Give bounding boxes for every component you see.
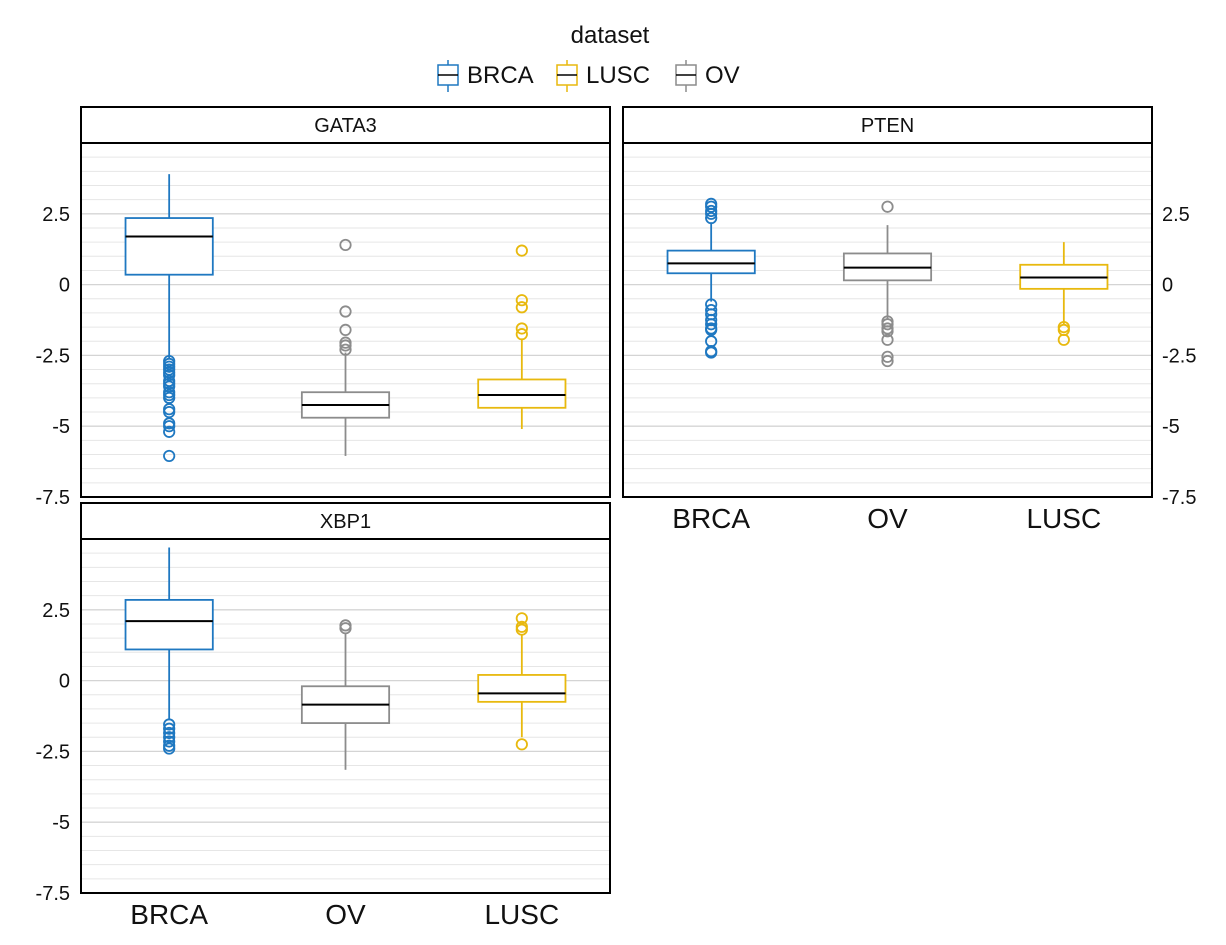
- outlier-point: [163, 380, 176, 393]
- legend-item-lusc: LUSC: [556, 60, 650, 92]
- outlier-point: [881, 350, 894, 363]
- outlier-point: [705, 318, 718, 331]
- y-tick-label: -7.5: [36, 487, 70, 509]
- panel-border: [80, 502, 611, 894]
- y-tick-label: 2.5: [42, 600, 70, 622]
- box-lusc: [477, 244, 567, 430]
- panel-xbp1: XBP1 2.5 0 -2.5 -5 -7.5 BRCA OV LUSC: [36, 502, 611, 930]
- outlier-point: [163, 731, 176, 744]
- box-lusc: [477, 612, 567, 751]
- outlier-point: [881, 325, 894, 338]
- outlier-point: [515, 301, 528, 314]
- x-tick-label: LUSC: [1026, 503, 1101, 534]
- legend-item-ov: OV: [675, 60, 740, 92]
- outlier-point: [163, 742, 176, 755]
- y-tick-label: 0: [1162, 275, 1173, 297]
- outlier-point: [339, 323, 352, 337]
- outlier-point: [163, 449, 176, 463]
- outlier-point: [515, 620, 528, 633]
- y-tick-label: -5: [1162, 416, 1180, 438]
- facet-panels: GATA3 2.5 0 -2.5 -5 -7.5 PTEN 2.5 0 -2.5 -5 -7.5 BRC…: [36, 106, 1196, 930]
- box-brca: [124, 174, 214, 463]
- outlier-point: [339, 339, 352, 352]
- y-tick-label: -7.5: [36, 883, 70, 905]
- panel-border: [80, 106, 611, 498]
- outlier-point: [339, 238, 352, 252]
- legend-item-brca: BRCA: [437, 60, 534, 92]
- outlier-point: [339, 305, 352, 318]
- box-brca: [124, 547, 214, 755]
- y-tick-label: 2.5: [1162, 204, 1190, 226]
- outlier-point: [163, 722, 176, 735]
- outlier-point: [705, 211, 718, 225]
- outlier-point: [163, 391, 176, 404]
- outlier-point: [163, 369, 176, 382]
- outlier-point: [163, 405, 176, 419]
- panel-pten: PTEN 2.5 0 -2.5 -5 -7.5 BRCA OV LUSC: [622, 106, 1196, 534]
- iqr-box: [666, 249, 756, 275]
- box-ov: [842, 200, 933, 368]
- y-tick-label: -2.5: [36, 741, 70, 763]
- outlier-point: [515, 294, 528, 307]
- outlier-point: [705, 323, 718, 337]
- box-brca: [666, 197, 756, 359]
- x-tick-label: OV: [325, 899, 366, 930]
- outlier-point: [515, 328, 528, 341]
- outlier-point: [881, 354, 894, 368]
- outlier-point: [1057, 333, 1070, 346]
- outlier-point: [339, 619, 352, 632]
- outlier-point: [705, 197, 718, 210]
- box-lusc: [1019, 242, 1109, 346]
- panel-gata3: GATA3 2.5 0 -2.5 -5 -7.5: [36, 106, 611, 509]
- outlier-point: [705, 204, 718, 218]
- outlier-point: [515, 322, 528, 335]
- outlier-point: [163, 425, 176, 438]
- y-tick-label: -5: [52, 812, 70, 834]
- legend-title: dataset: [571, 22, 650, 49]
- box-ov: [300, 238, 391, 456]
- outlier-point: [515, 244, 528, 257]
- y-tick-label: -2.5: [1162, 345, 1196, 367]
- panel-title: PTEN: [861, 115, 914, 137]
- iqr-box: [124, 217, 214, 276]
- outlier-point: [339, 343, 352, 356]
- outlier-point: [705, 346, 718, 359]
- y-tick-label: 2.5: [42, 204, 70, 226]
- y-tick-label: 0: [59, 275, 70, 297]
- x-tick-label: BRCA: [130, 899, 208, 930]
- outlier-point: [163, 420, 176, 433]
- y-tick-label: -2.5: [36, 345, 70, 367]
- legend-label: LUSC: [586, 62, 650, 89]
- iqr-box: [477, 378, 567, 409]
- box-ov: [300, 619, 391, 770]
- legend: dataset BRCA LUSC OV: [437, 22, 740, 92]
- y-tick-label: -7.5: [1162, 487, 1196, 509]
- outlier-point: [163, 718, 176, 731]
- y-tick-label: 0: [59, 671, 70, 693]
- panel-title: GATA3: [314, 115, 377, 137]
- panel-border: [622, 106, 1153, 498]
- outlier-point: [881, 200, 894, 213]
- outlier-point: [163, 726, 176, 740]
- legend-label: OV: [705, 62, 740, 89]
- iqr-box: [477, 674, 567, 703]
- iqr-box: [124, 598, 214, 651]
- x-tick-label: LUSC: [484, 899, 559, 930]
- outlier-point: [163, 735, 176, 748]
- outlier-point: [515, 612, 528, 625]
- outlier-point: [881, 333, 894, 346]
- y-tick-label: -5: [52, 416, 70, 438]
- x-tick-label: OV: [867, 503, 908, 534]
- panel-title: XBP1: [320, 511, 371, 533]
- outlier-point: [515, 738, 528, 751]
- legend-label: BRCA: [467, 62, 534, 89]
- outlier-point: [881, 318, 894, 331]
- x-tick-label: BRCA: [672, 503, 750, 534]
